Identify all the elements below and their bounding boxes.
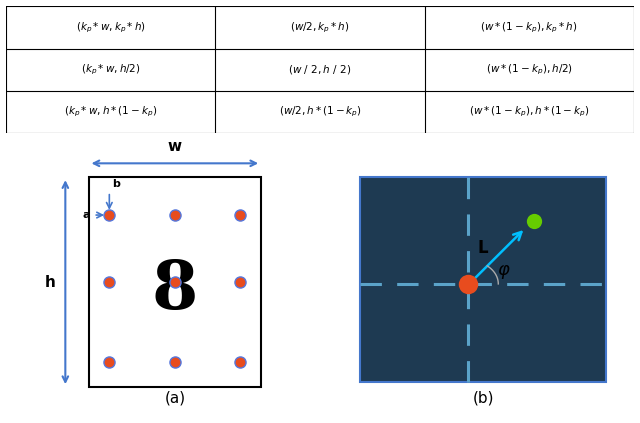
Text: $\varphi$: $\varphi$	[497, 263, 511, 281]
Bar	[88, 177, 261, 387]
Text: $(w*(1-\boldsymbol{k_p}),h/2)$: $(w*(1-\boldsymbol{k_p}),h/2)$	[486, 63, 573, 77]
Text: (a): (a)	[164, 391, 186, 406]
Text: 8: 8	[152, 258, 198, 323]
Text: $(w*(1-k_p),\boldsymbol{k_p}*h)$: $(w*(1-k_p),\boldsymbol{k_p}*h)$	[481, 20, 578, 35]
Text: $(w/2,\boldsymbol{k_p}*h)$: $(w/2,\boldsymbol{k_p}*h)$	[291, 20, 349, 35]
Text: $(\boldsymbol{k_p}*w,\boldsymbol{k_p}*h)$: $(\boldsymbol{k_p}*w,\boldsymbol{k_p}*h)…	[76, 20, 146, 35]
Text: $(w/2,h*(1-\boldsymbol{k_p})$: $(w/2,h*(1-\boldsymbol{k_p})$	[278, 105, 362, 119]
Bar	[360, 177, 606, 382]
Text: w: w	[168, 139, 182, 154]
Text: h: h	[45, 275, 56, 290]
Text: L: L	[478, 239, 488, 257]
Text: $(w\ /\ 2,h\ /\ 2)$: $(w\ /\ 2,h\ /\ 2)$	[289, 63, 351, 76]
Text: $(k_p*w,h*(1-\boldsymbol{k_p})$: $(k_p*w,h*(1-\boldsymbol{k_p})$	[65, 105, 157, 119]
Text: (b): (b)	[472, 391, 493, 406]
Text: $(\boldsymbol{k_p}*w,h/2)$: $(\boldsymbol{k_p}*w,h/2)$	[81, 63, 141, 77]
Text: b: b	[111, 179, 120, 190]
Text: a: a	[83, 210, 90, 220]
Text: $(w*(1-\boldsymbol{k_p}),h*(1-\boldsymbol{k_p})$: $(w*(1-\boldsymbol{k_p}),h*(1-\boldsymbo…	[468, 105, 589, 119]
